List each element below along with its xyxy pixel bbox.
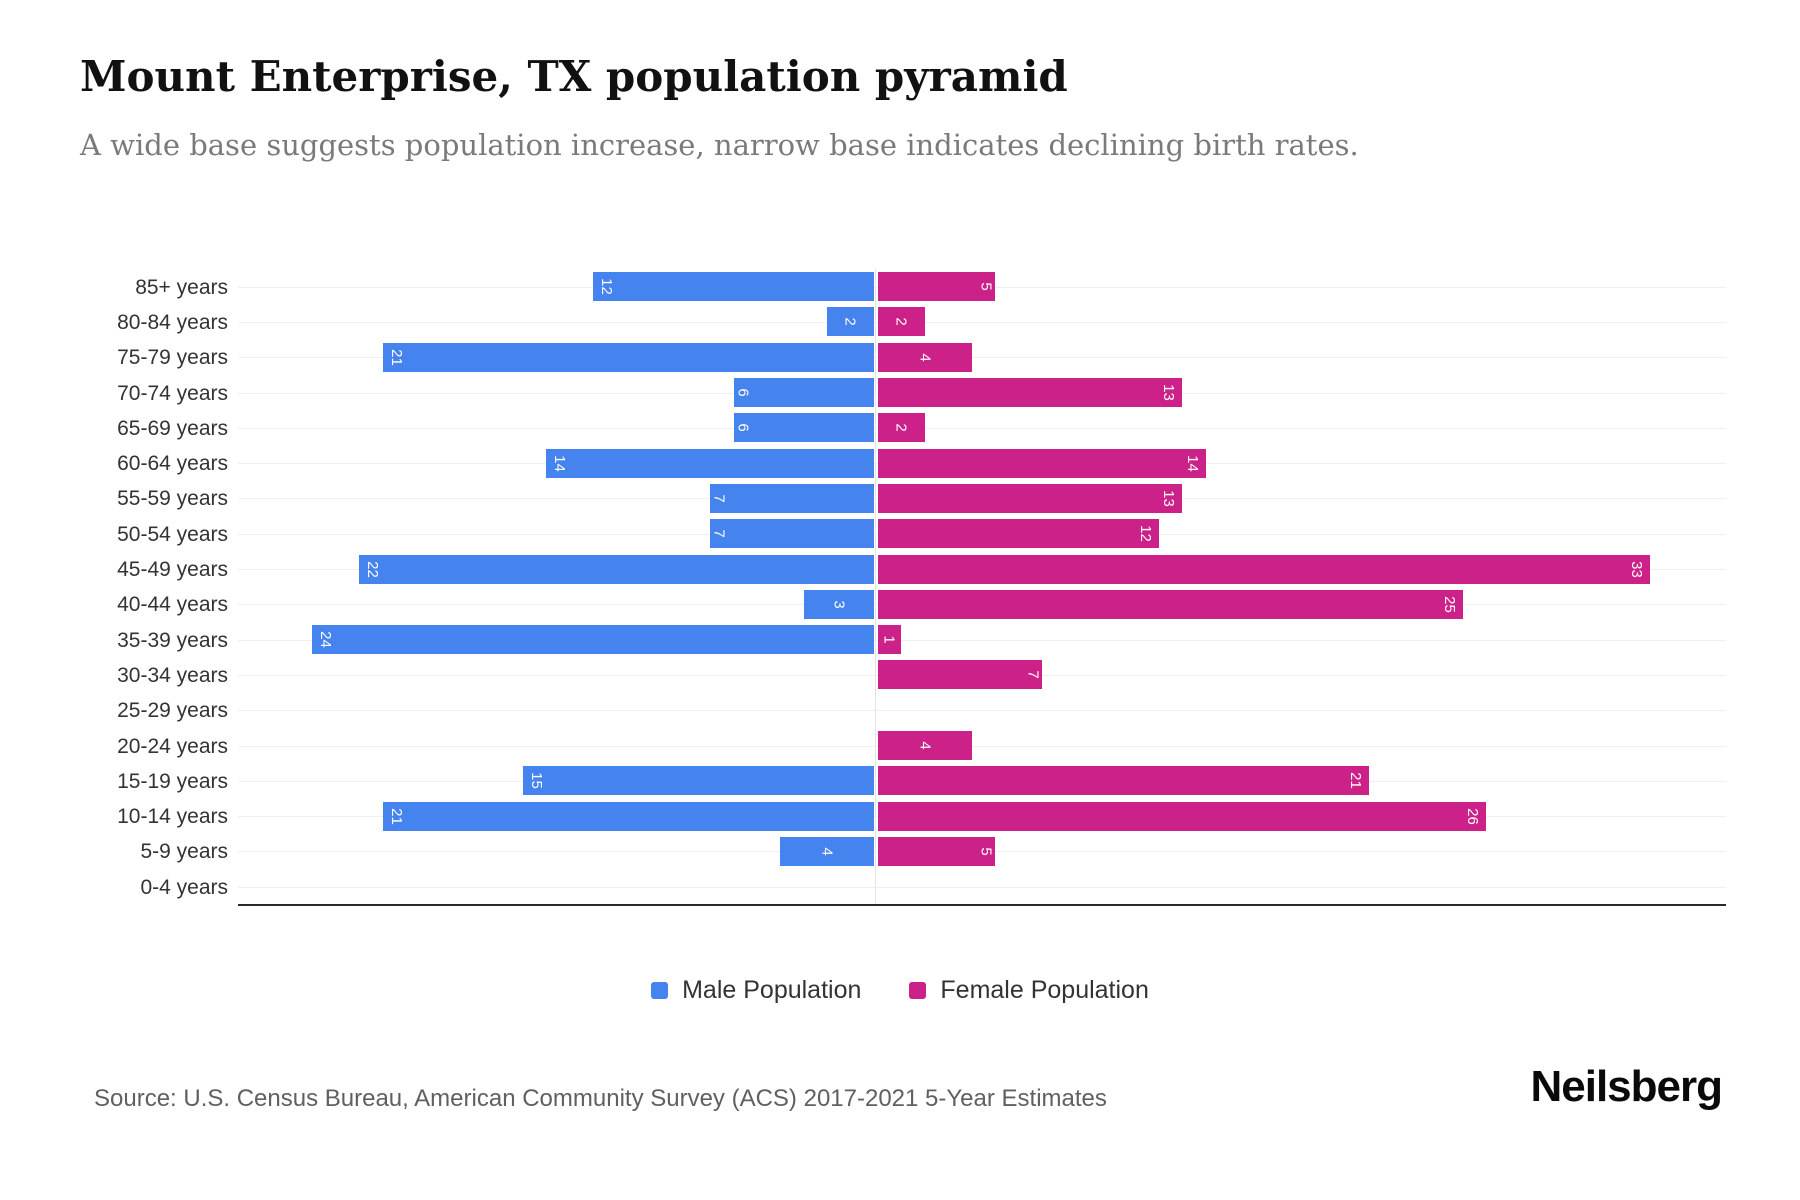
bar-value-label: 13 [1160, 384, 1178, 401]
row-gridline [238, 322, 1726, 323]
male-bar: 3 [804, 590, 874, 619]
bar-value-label: 6 [734, 388, 752, 397]
bar-value-label: 1 [881, 635, 898, 644]
age-group-label: 80-84 years [117, 311, 228, 334]
bar-value-label: 26 [1464, 808, 1482, 825]
male-bar: 7 [710, 519, 874, 548]
age-group-label: 30-34 years [117, 664, 228, 687]
age-group-label: 35-39 years [117, 629, 228, 652]
male-bar: 24 [312, 625, 874, 654]
bar-value-label: 15 [527, 772, 545, 789]
bar-value-label: 12 [597, 278, 615, 295]
row-gridline [238, 710, 1726, 711]
male-bar: 22 [359, 555, 874, 584]
female-bar: 21 [878, 766, 1369, 795]
female-bar: 25 [878, 590, 1463, 619]
row-gridline [238, 887, 1726, 888]
age-group-label: 25-29 years [117, 699, 228, 722]
age-group-label: 50-54 years [117, 523, 228, 546]
source-attribution: Source: U.S. Census Bureau, American Com… [94, 1085, 1107, 1112]
bar-value-label: 3 [830, 600, 848, 609]
male-bar: 15 [523, 766, 874, 795]
female-bar: 2 [878, 413, 925, 442]
bar-value-label: 24 [316, 631, 334, 648]
male-bar: 14 [546, 449, 874, 478]
row-gridline [238, 746, 1726, 747]
chart-legend: Male Population Female Population [0, 976, 1800, 1005]
female-bar: 14 [878, 449, 1206, 478]
bar-value-label: 14 [550, 455, 568, 472]
age-group-label: 20-24 years [117, 735, 228, 758]
female-swatch-icon [909, 982, 927, 999]
bar-value-label: 4 [916, 353, 934, 362]
bar-value-label: 14 [1184, 455, 1202, 472]
brand-logo: Neilsberg [1530, 1062, 1723, 1111]
bar-value-label: 21 [1347, 772, 1365, 789]
male-bar: 12 [593, 272, 874, 301]
age-group-label: 75-79 years [117, 346, 228, 369]
female-bar: 2 [878, 307, 925, 336]
bar-value-label: 4 [916, 741, 934, 750]
male-bar: 21 [383, 802, 874, 831]
female-bar: 13 [878, 484, 1182, 513]
row-gridline [238, 640, 1726, 641]
bar-value-label: 13 [1160, 490, 1178, 507]
bar-value-label: 7 [1024, 670, 1042, 679]
age-group-label: 5-9 years [140, 840, 228, 863]
bar-value-label: 5 [977, 282, 995, 291]
bar-value-label: 5 [977, 847, 995, 856]
legend-label-female: Female Population [940, 976, 1149, 1004]
female-bar: 4 [878, 731, 972, 760]
female-bar: 4 [878, 343, 972, 372]
male-bar: 4 [780, 837, 874, 866]
bar-value-label: 21 [387, 349, 405, 366]
female-bar: 33 [878, 555, 1650, 584]
male-bar: 2 [827, 307, 874, 336]
row-gridline [238, 357, 1726, 358]
female-bar: 5 [878, 272, 995, 301]
bar-value-label: 33 [1628, 561, 1646, 578]
bar-value-label: 2 [893, 317, 910, 326]
female-bar: 1 [878, 625, 901, 654]
page-title: Mount Enterprise, TX population pyramid [80, 52, 1068, 101]
center-axis-line [875, 269, 876, 905]
bar-value-label: 7 [710, 494, 728, 503]
female-bar: 26 [878, 802, 1486, 831]
row-gridline [238, 428, 1726, 429]
male-bar: 7 [710, 484, 874, 513]
bar-value-label: 12 [1137, 525, 1155, 542]
bar-value-label: 7 [710, 529, 728, 538]
male-bar: 21 [383, 343, 874, 372]
age-group-label: 65-69 years [117, 417, 228, 440]
female-bar: 7 [878, 660, 1042, 689]
age-group-label: 70-74 years [117, 382, 228, 405]
bar-value-label: 25 [1441, 596, 1459, 613]
bar-value-label: 21 [387, 808, 405, 825]
female-bar: 12 [878, 519, 1159, 548]
age-group-label: 15-19 years [117, 770, 228, 793]
male-swatch-icon [651, 982, 669, 999]
age-group-label: 40-44 years [117, 593, 228, 616]
bar-value-label: 4 [818, 847, 836, 856]
age-group-label: 60-64 years [117, 452, 228, 475]
x-axis-baseline [238, 904, 1726, 906]
legend-label-male: Male Population [682, 976, 862, 1004]
bar-value-label: 22 [363, 561, 381, 578]
legend-item-female[interactable]: Female Population [909, 976, 1149, 1005]
bar-value-label: 2 [842, 317, 859, 326]
age-group-label: 55-59 years [117, 487, 228, 510]
male-bar: 6 [734, 413, 874, 442]
legend-item-male[interactable]: Male Population [651, 976, 861, 1005]
female-bar: 5 [878, 837, 995, 866]
bar-value-label: 2 [893, 423, 910, 432]
page-subtitle: A wide base suggests population increase… [80, 128, 1359, 162]
male-bar: 6 [734, 378, 874, 407]
age-group-label: 85+ years [135, 276, 228, 299]
age-group-label: 45-49 years [117, 558, 228, 581]
population-pyramid-chart: 85+ years 12 5 80-84 years 2 2 75-79 years 21 4 7… [0, 269, 1800, 906]
age-group-label: 10-14 years [117, 805, 228, 828]
bar-value-label: 6 [734, 423, 752, 432]
female-bar: 13 [878, 378, 1182, 407]
age-group-label: 0-4 years [140, 876, 228, 899]
